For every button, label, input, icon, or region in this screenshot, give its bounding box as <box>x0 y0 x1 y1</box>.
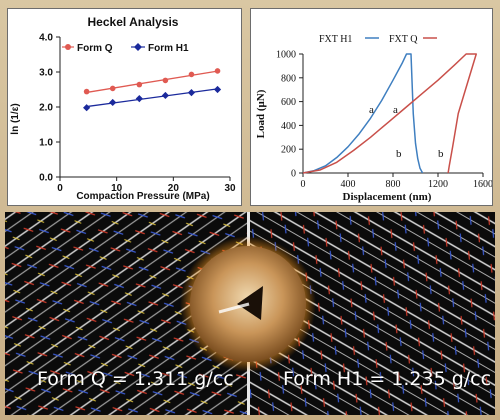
heckel-legend: Form Q Form H1 <box>62 43 189 54</box>
nanoindentation-chart-panel: Load (μN) Displacement (nm) FXT H1 FXT Q… <box>250 8 493 206</box>
heckel-point-form-q <box>214 68 221 74</box>
heckel-chart: Heckel Analysis ln (1/ε) Compaction Pres… <box>10 15 236 202</box>
heckel-point-form-h1 <box>161 91 169 100</box>
nano-x-tick-label: 0 <box>301 179 306 190</box>
heckel-x-tick-label: 30 <box>224 183 236 194</box>
heckel-x-axis-label: Compaction Pressure (MPa) <box>76 191 209 202</box>
nano-legend: FXT H1 FXT Q <box>319 34 437 45</box>
heckel-trendline-form-h1 <box>86 88 218 108</box>
heckel-y-tick-label: 4.0 <box>39 33 53 44</box>
heckel-point-form-h1 <box>83 104 91 112</box>
heckel-point-form-q <box>109 85 116 92</box>
heckel-point-form-q <box>188 71 195 78</box>
heckel-chart-panel: Heckel Analysis ln (1/ε) Compaction Pres… <box>7 8 242 206</box>
heckel-point-form-q <box>162 77 169 84</box>
heckel-series <box>83 68 222 112</box>
nano-y-tick-label: 0 <box>291 169 296 180</box>
nano-x-tick-label: 400 <box>341 179 356 190</box>
indent-highlight <box>218 302 250 314</box>
heckel-point-form-h1 <box>213 85 222 94</box>
nano-x-axis-label: Displacement (nm) <box>343 191 432 203</box>
nano-x-tick-label: 1200 <box>428 179 448 190</box>
annotation-h1-unloading: b <box>396 148 402 160</box>
crystal-packing-image <box>5 212 495 415</box>
heckel-point-form-q <box>83 88 90 95</box>
nano-y-tick-label: 200 <box>281 145 296 156</box>
nano-series <box>302 53 477 174</box>
annotation-h1-loading: a <box>369 104 374 116</box>
heckel-y-axis-label: ln (1/ε) <box>10 103 21 134</box>
nanoindentation-chart: Load (μN) Displacement (nm) FXT H1 FXT Q… <box>255 34 493 203</box>
legend-form-h1-label: Form H1 <box>148 43 189 54</box>
nano-axes: 0 400 800 1200 1600 0 200 400 600 800 1000 <box>276 50 493 191</box>
form-q-density-caption: Form Q = 1.311 g/cc <box>37 368 234 390</box>
nano-y-tick-label: 1000 <box>276 50 296 61</box>
berkovich-indent <box>237 286 263 320</box>
heckel-point-form-h1 <box>187 89 196 97</box>
heckel-chart-title: Heckel Analysis <box>88 15 179 29</box>
nano-curve-fxt-q <box>302 53 477 174</box>
nano-y-axis-label: Load (μN) <box>255 89 267 138</box>
legend-form-q-label: Form Q <box>77 43 113 54</box>
nano-curve-fxt-h1 <box>302 53 423 174</box>
legend-fxt-h1-label: FXT H1 <box>319 34 352 45</box>
heckel-y-tick-label: 0.0 <box>39 173 53 184</box>
heckel-x-tick-label: 0 <box>57 183 63 194</box>
heckel-x-tick-label: 20 <box>168 183 180 194</box>
crystal-packing-illustration <box>5 212 495 415</box>
heckel-point-form-q <box>136 81 143 88</box>
heckel-y-tick-label: 2.0 <box>39 103 53 114</box>
nano-annotations: a a b b <box>369 104 444 160</box>
nano-x-tick-label: 1600 <box>473 179 492 190</box>
heckel-point-form-h1 <box>135 95 143 103</box>
heckel-y-tick-label: 3.0 <box>39 68 53 79</box>
form-h1-density-caption: Form H1 = 1.235 g/cc <box>283 368 492 390</box>
annotation-q-unloading: b <box>438 148 444 160</box>
heckel-x-tick-label: 10 <box>111 183 123 194</box>
annotation-q-loading: a <box>393 104 398 116</box>
heckel-point-form-h1 <box>109 98 117 107</box>
heckel-trendline-form-q <box>86 70 218 94</box>
nano-y-tick-label: 600 <box>281 97 296 108</box>
heckel-axes: 0 10 20 30 0.0 1.0 2.0 3.0 4.0 <box>39 33 236 195</box>
heckel-y-tick-label: 1.0 <box>39 138 53 149</box>
nano-y-tick-label: 400 <box>281 121 296 132</box>
legend-fxt-q-label: FXT Q <box>389 34 418 45</box>
nano-y-tick-label: 800 <box>281 73 296 84</box>
nano-x-tick-label: 800 <box>386 179 401 190</box>
